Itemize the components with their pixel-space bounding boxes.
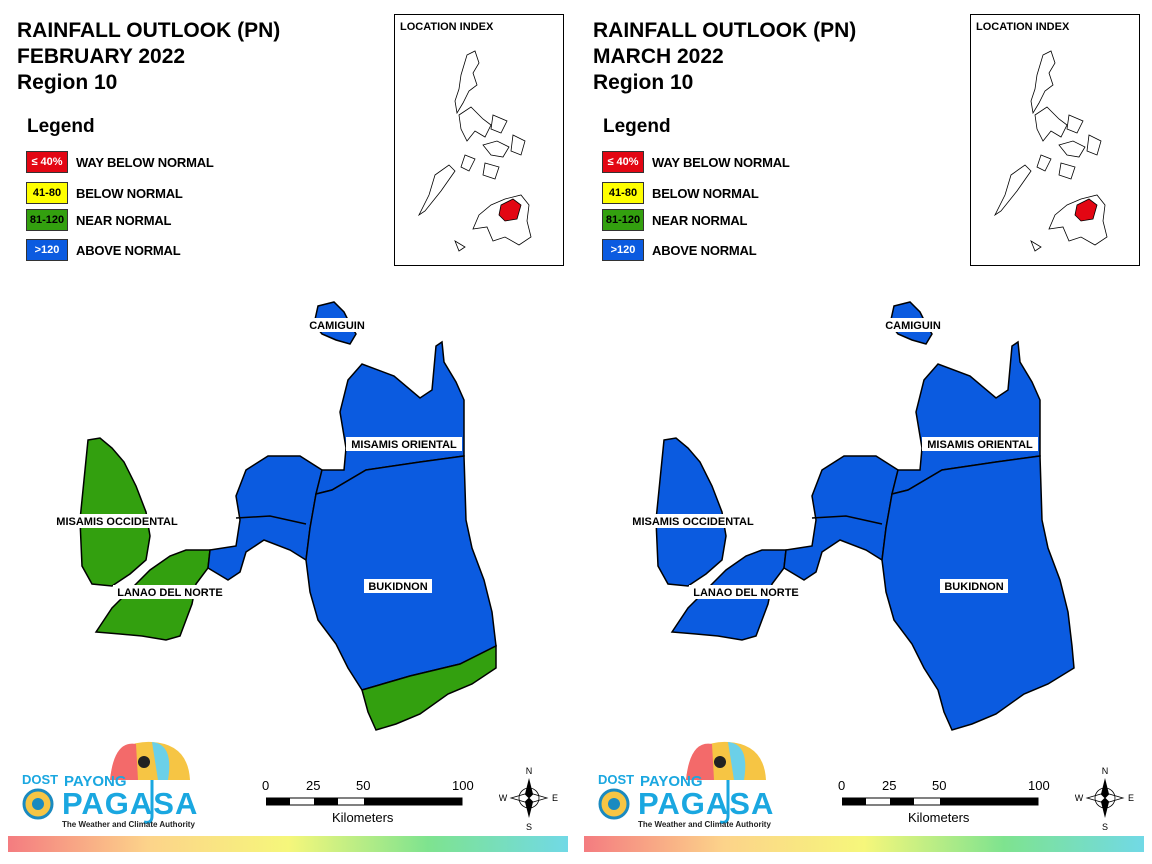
scale-tick-0: 0 xyxy=(262,778,270,793)
title-line-2: FEBRUARY 2022 xyxy=(17,45,186,68)
legend-label: BELOW NORMAL xyxy=(76,186,183,201)
compass-w: W xyxy=(499,793,508,803)
label-camiguin: CAMIGUIN xyxy=(309,320,365,332)
legend-swatch: 41-80 xyxy=(26,182,68,204)
payong-text: PAYONG xyxy=(640,773,703,790)
scale-tick-25: 25 xyxy=(882,778,897,793)
location-index-inset: LOCATION INDEX xyxy=(394,14,564,266)
legend-swatch: ≤ 40% xyxy=(26,151,68,173)
label-lanao-del-norte: LANAO DEL NORTE xyxy=(693,587,799,599)
compass-rose-icon: N S W E xyxy=(1075,766,1134,832)
legend-swatch: 81-120 xyxy=(26,209,68,231)
compass-n: N xyxy=(526,766,533,776)
region-10-highlight xyxy=(1074,198,1098,222)
legend-label: NEAR NORMAL xyxy=(76,213,172,228)
payong-pagasa-logo: DOST PAYONG PAGASA The Weather and Clima… xyxy=(594,740,774,832)
title-line-3: Region 10 xyxy=(17,71,118,94)
scale-tick-0: 0 xyxy=(838,778,846,793)
province-bukidnon-south xyxy=(361,644,497,731)
scale-tick-25: 25 xyxy=(306,778,321,793)
compass-w: W xyxy=(1075,793,1084,803)
pagasa-text: PAGASA xyxy=(638,786,775,821)
title-line-1: RAINFALL OUTLOOK (PN) xyxy=(17,19,281,42)
legend-label: BELOW NORMAL xyxy=(652,186,759,201)
payong-pagasa-logo: DOST PAYONG PAGASA The Weather and Clima… xyxy=(18,740,198,832)
legend-title: Legend xyxy=(27,116,95,137)
compass-e: E xyxy=(1128,793,1134,803)
title-line-2: MARCH 2022 xyxy=(593,45,724,68)
compass-s: S xyxy=(526,822,532,832)
outlook-panel-february: RAINFALL OUTLOOK (PN) FEBRUARY 2022 Regi… xyxy=(8,14,568,852)
legend-label: WAY BELOW NORMAL xyxy=(652,155,790,170)
province-lanao-east-misamis-west xyxy=(207,455,323,581)
legend-swatch: ≤ 40% xyxy=(602,151,644,173)
compass-s: S xyxy=(1102,822,1108,832)
legend-label: ABOVE NORMAL xyxy=(76,243,181,258)
scale-tick-100: 100 xyxy=(452,778,474,793)
region-labels: CAMIGUIN MISAMIS ORIENTAL MISAMIS OCCIDE… xyxy=(52,318,462,599)
legend-label: NEAR NORMAL xyxy=(652,213,748,228)
scale-bar-graphic xyxy=(842,797,1039,806)
label-camiguin: CAMIGUIN xyxy=(885,320,941,332)
legend-title: Legend xyxy=(603,116,671,137)
scale-bar-graphic xyxy=(266,797,463,806)
region-labels: CAMIGUIN MISAMIS ORIENTAL MISAMIS OCCIDE… xyxy=(628,318,1038,599)
legend-swatch: >120 xyxy=(26,239,68,261)
tagline-text: The Weather and Climate Authority xyxy=(62,820,195,829)
philippines-outline-map xyxy=(417,50,532,252)
compass-rose-icon: N S W E xyxy=(499,766,558,832)
scale-bar: 0 25 50 100 Kilometers xyxy=(838,778,1050,826)
label-misamis-occidental: MISAMIS OCCIDENTAL xyxy=(56,516,178,528)
philippines-outline-map xyxy=(993,50,1108,252)
outlook-panel-march: RAINFALL OUTLOOK (PN) MARCH 2022 Region … xyxy=(576,0,1152,864)
label-misamis-occidental: MISAMIS OCCIDENTAL xyxy=(632,516,754,528)
dost-text: DOST xyxy=(598,772,635,787)
label-lanao-del-norte: LANAO DEL NORTE xyxy=(117,587,223,599)
province-misamis-occidental xyxy=(79,437,151,587)
location-index-title: LOCATION INDEX xyxy=(400,21,494,33)
scale-tick-50: 50 xyxy=(932,778,947,793)
legend-swatch: >120 xyxy=(602,239,644,261)
label-bukidnon: BUKIDNON xyxy=(944,581,1003,593)
legend-swatch: 41-80 xyxy=(602,182,644,204)
north-arrow: N S W E xyxy=(499,764,559,832)
province-lanao-east-misamis-west xyxy=(783,455,899,581)
title-line-1: RAINFALL OUTLOOK (PN) xyxy=(593,19,857,42)
map-title: RAINFALL OUTLOOK (PN) MARCH 2022 Region … xyxy=(593,18,856,96)
title-line-3: Region 10 xyxy=(593,71,694,94)
scale-bar: 0 25 50 100 Kilometers xyxy=(262,778,474,826)
legend-swatch: 81-120 xyxy=(602,209,644,231)
scale-unit: Kilometers xyxy=(332,810,394,825)
tagline-text: The Weather and Climate Authority xyxy=(638,820,771,829)
umbrella-icon xyxy=(22,741,190,824)
color-footer-bar xyxy=(8,836,568,852)
dost-text: DOST xyxy=(22,772,59,787)
north-arrow: N S W E xyxy=(1075,764,1135,832)
pagasa-text: PAGASA xyxy=(62,786,199,821)
umbrella-icon xyxy=(598,741,766,824)
region-10-map: CAMIGUIN MISAMIS ORIENTAL MISAMIS OCCIDE… xyxy=(628,301,1075,731)
location-index-inset: LOCATION INDEX xyxy=(970,14,1140,266)
map-title: RAINFALL OUTLOOK (PN) FEBRUARY 2022 Regi… xyxy=(17,18,280,96)
label-misamis-oriental: MISAMIS ORIENTAL xyxy=(927,439,1033,451)
legend-label: ABOVE NORMAL xyxy=(652,243,757,258)
location-index-title: LOCATION INDEX xyxy=(976,21,1070,33)
region-10-map: CAMIGUIN MISAMIS ORIENTAL MISAMIS OCCIDE… xyxy=(52,301,497,731)
payong-text: PAYONG xyxy=(64,773,127,790)
label-misamis-oriental: MISAMIS ORIENTAL xyxy=(351,439,457,451)
region-10-highlight xyxy=(498,198,522,222)
label-bukidnon: BUKIDNON xyxy=(368,581,427,593)
province-misamis-occidental xyxy=(655,437,727,587)
province-bukidnon xyxy=(305,455,497,691)
color-footer-bar xyxy=(584,836,1144,852)
scale-tick-50: 50 xyxy=(356,778,371,793)
scale-tick-100: 100 xyxy=(1028,778,1050,793)
compass-n: N xyxy=(1102,766,1109,776)
scale-unit: Kilometers xyxy=(908,810,970,825)
legend-label: WAY BELOW NORMAL xyxy=(76,155,214,170)
compass-e: E xyxy=(552,793,558,803)
